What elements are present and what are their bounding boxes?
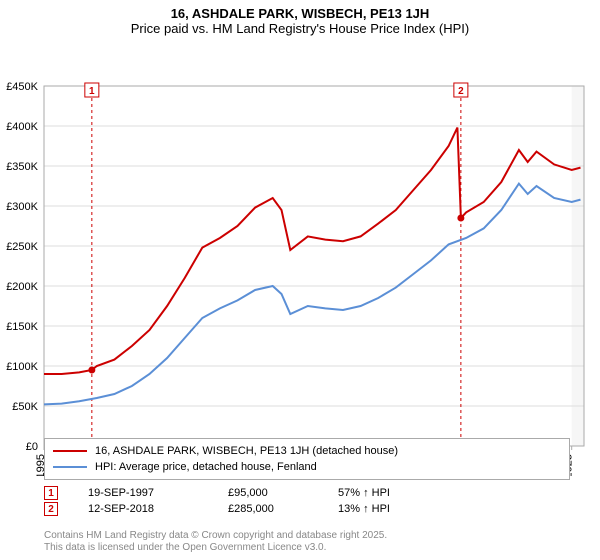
legend-swatch xyxy=(53,450,87,452)
sale-marker-label: 2 xyxy=(458,86,464,97)
sale-date: 19-SEP-1997 xyxy=(88,487,198,499)
sale-row: 2 12-SEP-2018 £285,000 13% ↑ HPI xyxy=(44,502,570,516)
series-subject xyxy=(44,128,581,374)
sale-marker: 1 xyxy=(44,486,58,500)
sale-pct: 13% ↑ HPI xyxy=(338,503,390,515)
sale-marker: 2 xyxy=(44,502,58,516)
title-line-1: 16, ASHDALE PARK, WISBECH, PE13 1JH xyxy=(0,6,600,21)
sale-date: 12-SEP-2018 xyxy=(88,503,198,515)
sale-pct: 57% ↑ HPI xyxy=(338,487,390,499)
title-block: 16, ASHDALE PARK, WISBECH, PE13 1JH Pric… xyxy=(0,0,600,40)
sale-price: £95,000 xyxy=(228,487,308,499)
y-tick-label: £200K xyxy=(6,281,38,293)
y-tick-label: £50K xyxy=(12,401,38,413)
legend-swatch xyxy=(53,466,87,468)
title-line-2: Price paid vs. HM Land Registry's House … xyxy=(0,21,600,36)
y-tick-label: £350K xyxy=(6,161,38,173)
chart-container: 16, ASHDALE PARK, WISBECH, PE13 1JH Pric… xyxy=(0,0,600,560)
sales-block: 1 19-SEP-1997 £95,000 57% ↑ HPI 2 12-SEP-2018… xyxy=(44,486,570,516)
legend-row: HPI: Average price, detached house, Fenl… xyxy=(53,459,561,475)
sale-dot xyxy=(457,215,464,222)
y-tick-label: £100K xyxy=(6,361,38,373)
y-tick-label: £450K xyxy=(6,81,38,93)
legend-box: 16, ASHDALE PARK, WISBECH, PE13 1JH (det… xyxy=(44,438,570,480)
y-tick-label: £0 xyxy=(26,441,38,453)
legend-label: 16, ASHDALE PARK, WISBECH, PE13 1JH (det… xyxy=(95,445,398,457)
legend-label: HPI: Average price, detached house, Fenl… xyxy=(95,461,317,473)
y-tick-label: £250K xyxy=(6,241,38,253)
legend-row: 16, ASHDALE PARK, WISBECH, PE13 1JH (det… xyxy=(53,443,561,459)
sale-dot xyxy=(88,367,95,374)
sale-row: 1 19-SEP-1997 £95,000 57% ↑ HPI xyxy=(44,486,570,500)
y-tick-label: £150K xyxy=(6,321,38,333)
footer: Contains HM Land Registry data © Crown c… xyxy=(44,530,387,554)
chart-svg: £0 £50K £100K £150K £200K £250K £300K £350K £400… xyxy=(0,40,600,476)
sale-price: £285,000 xyxy=(228,503,308,515)
sale-marker-label: 1 xyxy=(89,86,95,97)
footer-line-1: Contains HM Land Registry data © Crown c… xyxy=(44,530,387,542)
y-tick-label: £400K xyxy=(6,121,38,133)
footer-line-2: This data is licensed under the Open Gov… xyxy=(44,542,387,554)
legend-block: 16, ASHDALE PARK, WISBECH, PE13 1JH (det… xyxy=(44,438,570,518)
y-tick-label: £300K xyxy=(6,201,38,213)
series-hpi xyxy=(44,184,581,405)
